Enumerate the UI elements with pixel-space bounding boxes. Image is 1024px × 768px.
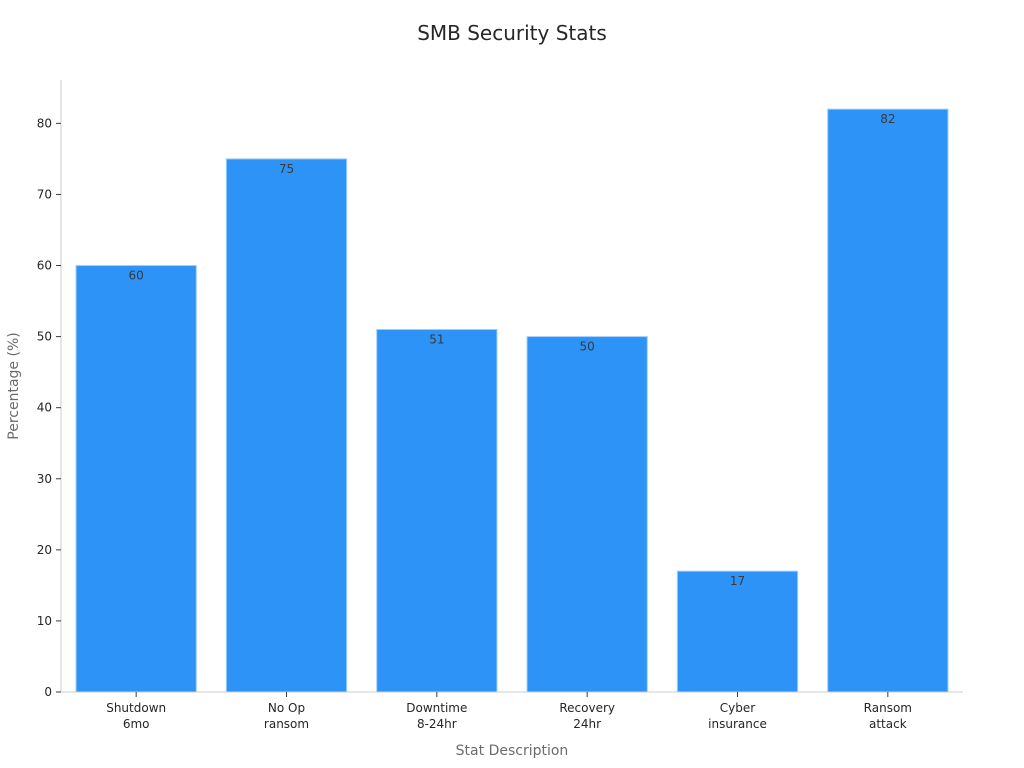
x-tick-label: No Op ransom <box>264 701 309 731</box>
x-tick-label-line: Downtime <box>406 701 467 715</box>
y-tick-label: 50 <box>37 330 52 344</box>
bar-value-label: 60 <box>129 269 144 283</box>
bar-value-label: 82 <box>880 112 895 126</box>
y-tick-label: 10 <box>37 614 52 628</box>
x-tick-label: Cyber insurance <box>708 701 767 731</box>
x-tick-label-line: attack <box>869 717 907 731</box>
y-tick-label: 20 <box>37 543 52 557</box>
bar-value-label: 50 <box>580 340 595 354</box>
y-tick-label: 0 <box>44 685 52 699</box>
x-tick-label: Ransom attack <box>864 701 912 731</box>
x-tick-label-line: Shutdown <box>106 701 166 715</box>
x-tick-label-line: 24hr <box>573 717 601 731</box>
x-tick-label-line: Cyber <box>720 701 755 715</box>
y-axis: 0 10 20 30 40 50 60 70 80 <box>37 80 62 699</box>
bars-group: 60 75 51 50 17 82 <box>75 108 949 693</box>
x-tick-label-line: insurance <box>708 717 767 731</box>
bar <box>376 328 498 693</box>
bar <box>827 108 949 693</box>
bar <box>526 336 648 693</box>
y-tick-label: 60 <box>37 259 52 273</box>
y-tick-label: 70 <box>37 187 52 201</box>
bar-value-label: 17 <box>730 574 745 588</box>
bar <box>75 265 197 693</box>
x-tick-label: Recovery 24hr <box>559 701 615 731</box>
x-tick-label-line: 6mo <box>123 717 150 731</box>
x-axis: Shutdown 6mo No Op ransom Downtime 8-24hr Reco… <box>61 691 963 731</box>
x-axis-label: Stat Description <box>456 743 569 759</box>
y-tick-label: 30 <box>37 472 52 486</box>
x-tick-label: Shutdown 6mo <box>106 701 166 731</box>
x-tick-label-line: Recovery <box>559 701 615 715</box>
bar <box>676 570 799 693</box>
chart-title: SMB Security Stats <box>417 21 607 45</box>
y-tick-label: 80 <box>37 116 52 130</box>
y-tick-label: 40 <box>37 401 52 415</box>
x-tick-label-line: Ransom <box>864 701 912 715</box>
x-tick-label-line: ransom <box>264 717 309 731</box>
bar-value-label: 51 <box>429 332 444 346</box>
bar <box>225 158 348 693</box>
x-tick-label-line: No Op <box>268 701 305 715</box>
x-tick-label: Downtime 8-24hr <box>406 701 467 731</box>
y-axis-label: Percentage (%) <box>6 332 22 439</box>
x-tick-label-line: 8-24hr <box>417 717 457 731</box>
bar-value-label: 75 <box>279 162 294 176</box>
